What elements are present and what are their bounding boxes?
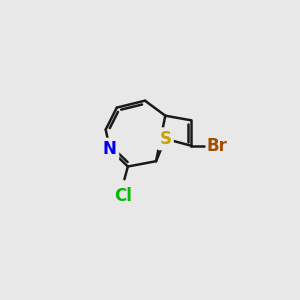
Text: N: N — [103, 140, 117, 158]
Text: S: S — [159, 130, 171, 148]
Text: Br: Br — [207, 137, 228, 155]
Text: Cl: Cl — [114, 187, 131, 205]
